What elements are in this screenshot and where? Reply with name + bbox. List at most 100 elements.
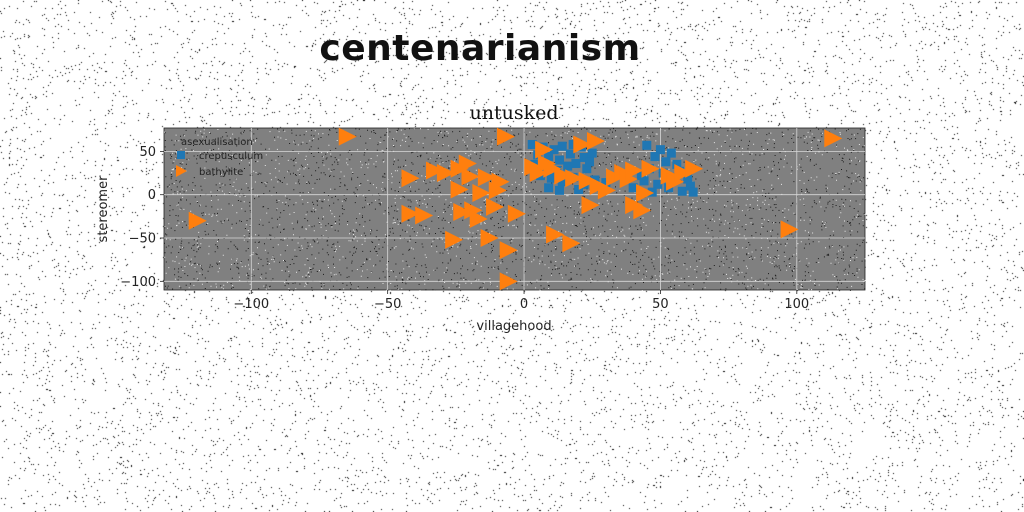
crepusculum-point [685,181,695,191]
bathylite-point [597,181,616,200]
crepusculum-point [653,179,663,189]
bathylite-point [625,161,644,180]
bathylite-point [436,164,455,183]
bathylite-point [453,203,472,222]
crepusculum-point [666,148,676,158]
crepusculum-point [655,145,665,155]
bathylite-point [445,230,464,249]
crepusculum-point [642,140,652,150]
crepusculum-point [579,152,589,162]
bathylite-point [535,140,554,159]
bathylite-point [480,229,499,248]
bathylite-point [477,168,496,187]
crepusculum-point [587,148,597,158]
bathylite-point [338,127,357,146]
bathylite-point [824,129,843,148]
bathylite-point [188,211,207,230]
y-axis-label: stereomer [96,175,111,243]
crepusculum-point [683,174,693,184]
bathylite-point [450,180,469,199]
legend-label-crepusculum: crepusculum [199,151,263,162]
y-tick-label: −50 [129,232,156,247]
bathylite-point [401,204,420,223]
crepusculum-point [527,139,537,149]
crepusculum-point [661,157,671,167]
x-tick-label: 0 [520,297,528,312]
crepusculum-point [585,157,595,167]
crepusculum-point [544,152,554,162]
crepusculum-point [555,185,565,195]
bathylite-point [685,159,704,178]
x-axis-ticks: −100 −50 0 50 100 [233,290,809,312]
bathylite-point [573,135,592,154]
bathylite-point [472,183,491,202]
bathylite-point [581,196,600,215]
x-tick-label: −100 [233,297,269,312]
bathylite-point [578,171,597,190]
y-axis-ticks: −100 −50 0 50 [120,145,164,290]
x-tick-label: 100 [784,297,809,312]
crepusculum-point [563,161,573,171]
bathylite-point [636,183,655,202]
bathylite-point [543,159,562,178]
y-tick-label: 50 [139,145,156,160]
bathylite-point [633,201,652,220]
bathylite-point [458,154,477,173]
bathylite-point [674,164,693,183]
x-tick-label: −50 [374,297,401,312]
bathylite-point [426,161,445,180]
crepusculum-point [557,177,567,187]
bathylite-point [546,225,565,244]
legend-title: asexualisation [181,137,253,148]
x-axis-label: villagehood [476,319,551,334]
bathylite-point [488,181,507,200]
y-tick-label: −100 [120,275,156,290]
crepusculum-point [582,164,592,174]
bathylite-point [469,209,488,228]
legend-swatch-crepusculum [177,151,185,159]
chart-title: untusked [469,102,558,124]
crepusculum-point [549,145,559,155]
bathylite-point [461,167,480,186]
crepusculum-point [544,183,554,193]
bathylite-point [401,169,420,188]
crepusculum-point [565,149,575,159]
y-tick-label: 0 [148,188,156,203]
bathylite-point [562,234,581,253]
bathylite-point [619,170,638,189]
legend-swatch-bathylite [176,165,187,177]
crepusculum-point [636,171,646,181]
legend: asexualisation crepusculum bathylite [176,137,263,178]
bathylite-point [529,164,548,183]
bathylite-point [415,206,434,225]
crepusculum-point [672,159,682,169]
series-bathylite [188,127,843,291]
bathylite-point [499,272,518,291]
crepusculum-point [571,159,581,169]
legend-label-bathylite: bathylite [199,167,243,178]
crepusculum-point [546,173,556,183]
crepusculum-point [650,152,660,162]
bathylite-point [554,166,573,185]
bathylite-point [641,159,660,178]
bathylite-point [565,169,584,188]
crepusculum-point [557,141,567,151]
crepusculum-point [568,139,578,149]
crepusculum-point [628,183,638,193]
x-tick-label: 50 [652,297,669,312]
crepusculum-point [677,186,687,196]
page-title: centenarianism [319,28,641,69]
crepusculum-point [639,176,649,186]
bathylite-point [666,172,685,191]
grid-lines [164,128,865,290]
crepusculum-point [601,178,611,188]
bathylite-point [496,127,515,146]
bathylite-point [464,201,483,220]
crepusculum-point [688,187,698,197]
bathylite-point [780,220,799,239]
bathylite-point [499,241,518,260]
bathylite-point [507,204,526,223]
crepusculum-point [555,155,565,165]
crepusculum-point [574,185,584,195]
